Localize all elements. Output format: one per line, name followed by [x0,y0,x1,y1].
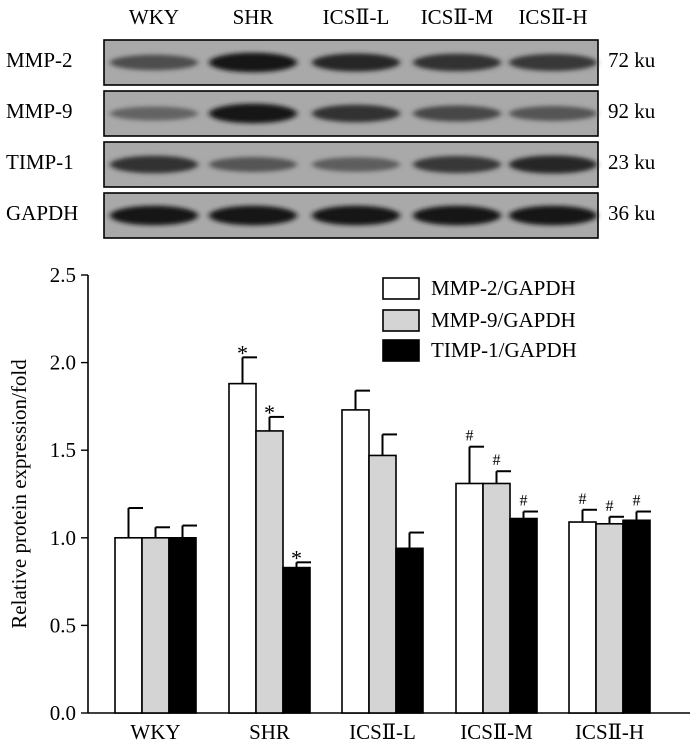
legend-label: MMP-2/GAPDH [431,276,576,300]
legend-swatch [382,339,420,362]
blot-band [413,53,501,72]
blot-row-label: TIMP-1 [6,150,74,174]
bar [509,517,538,714]
bar [228,382,257,714]
x-tick-label: SHR [249,720,290,744]
blot-band [312,157,400,172]
significance-mark: # [579,491,587,508]
bar [455,482,484,714]
y-tick-label: 0.5 [50,613,76,637]
blot-lane-label: ICSⅡ-H [518,5,587,29]
blot-size-label: 92 ku [608,99,656,123]
bar [622,519,651,714]
legend-swatch [382,309,420,332]
bar [395,547,424,714]
blot-band [110,54,198,71]
blot-size-label: 72 ku [608,48,656,72]
bar [168,536,197,714]
bar [341,409,370,714]
blot-row-label: MMP-9 [6,99,73,123]
significance-mark: # [606,498,614,515]
y-tick-label: 0.0 [50,701,76,725]
significance-mark: # [633,493,641,510]
blot-band [209,157,297,172]
significance-mark: # [466,428,474,445]
bar [482,482,511,714]
blot-band [209,103,297,124]
blot-band [509,54,597,71]
western-blot-panel: WKY SHR ICSⅡ-L ICSⅡ-M ICSⅡ-H MMP-2 72 ku MMP-9 9… [6,5,656,239]
y-tick-label: 1.0 [50,526,76,550]
blot-band [509,106,597,121]
blot-band [413,105,501,122]
blot-band [413,156,501,173]
blot-lane-label: ICSⅡ-L [323,5,390,29]
legend-label: MMP-9/GAPDH [431,308,576,332]
x-tick-label: ICSⅡ-H [575,720,644,744]
blot-lane-label: ICSⅡ-M [421,5,494,29]
significance-mark: # [493,452,501,469]
x-tick-label: ICSⅡ-L [349,720,416,744]
x-tick-label: WKY [130,720,180,744]
legend-swatch [382,277,420,300]
bar [595,522,624,714]
blot-band [110,205,198,226]
blot-size-label: 36 ku [608,201,656,225]
blot-band [312,205,400,226]
blot-row-label: MMP-2 [6,48,73,72]
blot-band [209,205,297,226]
blot-lane-label: WKY [129,5,179,29]
blot-band [509,205,597,226]
significance-mark: # [520,493,528,510]
bar [368,454,397,714]
bar [141,536,170,714]
y-tick-label: 2.5 [50,263,76,287]
bar [568,521,597,714]
y-axis-label: Relative protein expression/fold [7,359,31,629]
blot-band [312,104,400,123]
y-tick-label: 1.5 [50,438,76,462]
bar [282,566,311,714]
blot-size-label: 23 ku [608,150,656,174]
blot-row-label: GAPDH [6,201,78,225]
blot-band [209,52,297,73]
blot-lane-label: SHR [233,5,274,29]
blot-band [110,106,198,121]
y-tick-label: 2.0 [50,351,76,375]
x-tick-label: ICSⅡ-M [460,720,533,744]
bar [114,536,143,714]
bar-chart: 0.0 0.5 1.0 1.5 2.0 2.5 Relative protein expre… [7,263,690,744]
blot-band [413,205,501,226]
blot-band [110,155,198,174]
blot-band [509,155,597,174]
significance-mark: * [237,340,248,365]
blot-band [312,53,400,72]
bar [255,430,284,714]
legend-label: TIMP-1/GAPDH [431,338,577,362]
significance-mark: * [264,400,275,425]
significance-mark: * [291,545,302,570]
